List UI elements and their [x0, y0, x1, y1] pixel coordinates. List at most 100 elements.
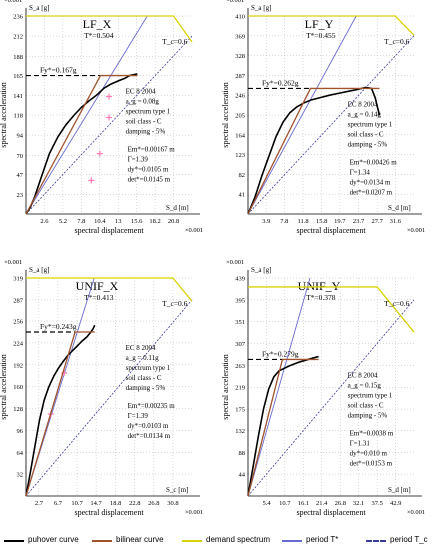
y-tick-label: 118	[13, 113, 23, 120]
chart-title: UNIF_X	[76, 279, 119, 293]
y-tick-label: 94	[17, 133, 24, 140]
tc-label: T_c=0.6	[384, 299, 410, 308]
ec8-info-line: soil class - C	[348, 130, 384, 138]
legend-swatch	[282, 540, 302, 542]
y-tick-label: 128	[13, 406, 23, 413]
fy-label: Fy*=0.243g	[40, 322, 77, 331]
y-tick-label: 212	[13, 34, 23, 41]
ec8-info-line: soil class - C	[126, 374, 162, 382]
y-tick-label: 32	[17, 472, 24, 479]
ec8-info-line: spectrum type 1	[348, 391, 393, 399]
x-tick-label: 15.6	[131, 218, 143, 225]
y-tick-label: 224	[13, 340, 24, 347]
param-info-line: det*=0.0145 m	[128, 176, 171, 184]
y-tick-label: 287	[13, 297, 24, 304]
y-unit-label: S_a [g]	[251, 4, 271, 12]
x-tick-label: 19.7	[334, 218, 346, 225]
y-tick-label: 256	[13, 319, 24, 326]
demand-spectrum	[26, 15, 193, 43]
ec8-info-line: EC 8 2004	[126, 344, 156, 352]
y-tick-label: 44	[239, 472, 246, 479]
period-tstar-line	[247, 277, 311, 497]
y-tick-label: 369	[235, 33, 245, 40]
x-tick-label: 23.7	[353, 218, 365, 225]
period-tc-line	[25, 299, 193, 497]
x-tick-label: 6.7	[54, 500, 63, 507]
ec8-info-line: EC 8 2004	[348, 371, 378, 379]
y-tick-label: 82	[239, 172, 246, 179]
ec8-info-line: spectrum type 1	[348, 120, 393, 128]
param-info-line: dy*=0.010 m	[350, 449, 388, 457]
x-tick-label: 14.7	[90, 500, 102, 507]
y-axis-title: spectral acceleration	[221, 354, 230, 420]
param-info-line: Γ=1.39	[128, 156, 149, 164]
y-tick-label: 47	[17, 172, 24, 179]
x-tick-label: 21.4	[316, 500, 328, 507]
chart-panel-unif-y: 44 88 132 175 219 263 307 351 395 439 5.4 10.7 16.1 2…	[221, 259, 425, 517]
period-tc-line	[25, 35, 193, 215]
x-tick-label: 30.8	[167, 500, 178, 507]
x-tick-label: 11.8	[297, 218, 308, 225]
x-scale-label: ×0.001	[407, 227, 425, 234]
fy-label: Fy*=0.262g	[262, 78, 299, 87]
y-tick-label: 410	[235, 14, 245, 21]
fy-label: Fy*=0.279g	[262, 349, 299, 358]
chart-title: LF_Y	[305, 17, 334, 31]
x-unit-label: S_c [m]	[166, 486, 188, 494]
x-tick-label: 32.1	[353, 500, 364, 507]
y-tick-label: 351	[235, 319, 245, 326]
ec8-info-line: a_g = 0.15g	[348, 381, 382, 389]
y-axis-title: spectral acceleration	[221, 82, 230, 148]
y-tick-label: 307	[235, 341, 246, 348]
legend-swatch	[182, 540, 202, 542]
ec8-info-line: damping - 5%	[348, 140, 388, 148]
y-tick-label: 160	[13, 384, 23, 391]
y-tick-label: 70	[17, 153, 24, 160]
x-tick-label: 5.4	[263, 500, 272, 507]
ec8-info-line: a_g = 0.14g	[348, 110, 382, 118]
param-info-line: det*=0.0134 m	[128, 432, 171, 440]
y-tick-label: 141	[13, 93, 23, 100]
y-tick-label: 192	[13, 362, 23, 369]
legend-label: period T*	[306, 535, 339, 544]
y-scale-label: ×0.001	[4, 259, 22, 266]
x-axis-title: spectral displacement	[74, 508, 144, 517]
param-info-line: dy*=0.0103 m	[128, 422, 169, 430]
x-tick-label: 18.8	[110, 500, 121, 507]
ec8-info-line: spectrum type 1	[126, 108, 171, 116]
chart-title: UNIF_Y	[298, 279, 341, 293]
y-scale-label: ×0.001	[4, 0, 22, 4]
param-info-line: det*=0.0153 m	[350, 459, 393, 467]
y-unit-label: S_a [g]	[29, 266, 49, 274]
param-info-line: Em*=0.0038 m	[350, 429, 394, 437]
t-star-label: T*=0.455	[306, 31, 336, 40]
y-axis-title: spectral acceleration	[0, 354, 8, 420]
x-tick-label: 37.5	[371, 500, 382, 507]
x-tick-label: 7.8	[280, 218, 288, 225]
param-info-line: Γ=1.31	[350, 439, 371, 447]
bilinear-curve	[247, 358, 319, 497]
bilinear-curve	[247, 87, 380, 215]
x-axis-title: spectral displacement	[296, 508, 366, 517]
t-star-label: T*=0.413	[84, 293, 114, 302]
y-tick-label: 175	[235, 407, 245, 414]
ec8-info-line: EC 8 2004	[126, 88, 156, 96]
ec8-info-line: a_g = 0.11g	[126, 354, 160, 362]
param-info-line: det*=0.0207 m	[350, 188, 393, 196]
param-info-line: Em*=0.00426 m	[350, 158, 398, 166]
tc-label: T_c=0.6	[384, 37, 410, 46]
demand-spectrum	[26, 277, 193, 302]
bilinear-curve	[25, 74, 138, 215]
x-scale-label: ×0.001	[185, 227, 203, 234]
param-info-line: dy*=0.0105 m	[128, 166, 169, 174]
ec8-info-line: EC 8 2004	[348, 100, 378, 108]
chart-title: LF_X	[83, 17, 112, 31]
y-tick-label: 263	[235, 363, 245, 370]
y-tick-label: 219	[235, 385, 245, 392]
x-tick-label: 31.6	[390, 218, 402, 225]
y-tick-label: 236	[13, 14, 24, 21]
y-tick-label: 319	[13, 276, 23, 283]
tc-label: T_c=0.6	[162, 37, 188, 46]
x-axis-title: spectral displacement	[296, 226, 366, 235]
x-axis-title: spectral displacement	[74, 226, 144, 235]
